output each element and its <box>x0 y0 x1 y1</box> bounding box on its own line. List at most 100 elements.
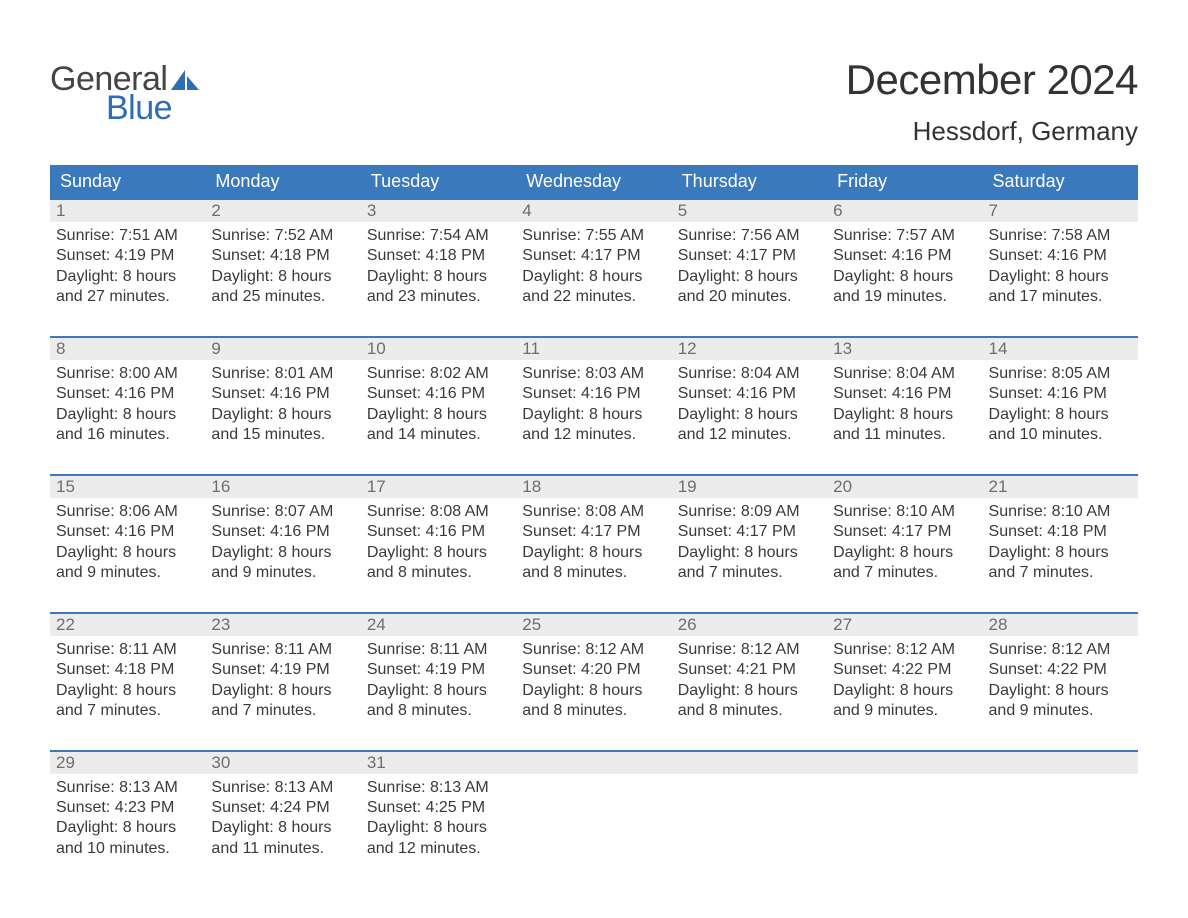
daylight-line-2: and 17 minutes. <box>989 287 1132 307</box>
sunrise-line: Sunrise: 8:12 AM <box>833 640 976 660</box>
day-cell <box>516 752 671 866</box>
sunrise-line: Sunrise: 8:10 AM <box>833 502 976 522</box>
day-cell: 21Sunrise: 8:10 AMSunset: 4:18 PMDayligh… <box>983 476 1138 590</box>
day-cell: 28Sunrise: 8:12 AMSunset: 4:22 PMDayligh… <box>983 614 1138 728</box>
day-number: 31 <box>361 752 516 774</box>
day-number <box>983 752 1138 774</box>
daylight-line-2: and 9 minutes. <box>989 701 1132 721</box>
day-number: 29 <box>50 752 205 774</box>
daylight-line-1: Daylight: 8 hours <box>367 267 510 287</box>
sunset-line: Sunset: 4:16 PM <box>522 384 665 404</box>
daylight-line-1: Daylight: 8 hours <box>833 405 976 425</box>
day-body: Sunrise: 8:13 AMSunset: 4:25 PMDaylight:… <box>361 774 516 866</box>
day-number: 17 <box>361 476 516 498</box>
day-cell: 27Sunrise: 8:12 AMSunset: 4:22 PMDayligh… <box>827 614 982 728</box>
sunset-line: Sunset: 4:19 PM <box>367 660 510 680</box>
weekday-header-row: SundayMondayTuesdayWednesdayThursdayFrid… <box>50 165 1138 198</box>
day-cell: 26Sunrise: 8:12 AMSunset: 4:21 PMDayligh… <box>672 614 827 728</box>
day-number: 1 <box>50 200 205 222</box>
daylight-line-1: Daylight: 8 hours <box>678 681 821 701</box>
daylight-line-2: and 8 minutes. <box>678 701 821 721</box>
day-body: Sunrise: 8:01 AMSunset: 4:16 PMDaylight:… <box>205 360 360 452</box>
day-body: Sunrise: 8:04 AMSunset: 4:16 PMDaylight:… <box>827 360 982 452</box>
sunrise-line: Sunrise: 8:04 AM <box>833 364 976 384</box>
sunset-line: Sunset: 4:19 PM <box>211 660 354 680</box>
daylight-line-2: and 19 minutes. <box>833 287 976 307</box>
daylight-line-1: Daylight: 8 hours <box>678 405 821 425</box>
daylight-line-1: Daylight: 8 hours <box>56 681 199 701</box>
day-cell: 29Sunrise: 8:13 AMSunset: 4:23 PMDayligh… <box>50 752 205 866</box>
day-body: Sunrise: 8:00 AMSunset: 4:16 PMDaylight:… <box>50 360 205 452</box>
daylight-line-2: and 7 minutes. <box>989 563 1132 583</box>
daylight-line-2: and 8 minutes. <box>367 701 510 721</box>
day-cell: 25Sunrise: 8:12 AMSunset: 4:20 PMDayligh… <box>516 614 671 728</box>
day-cell: 15Sunrise: 8:06 AMSunset: 4:16 PMDayligh… <box>50 476 205 590</box>
day-body: Sunrise: 7:55 AMSunset: 4:17 PMDaylight:… <box>516 222 671 314</box>
day-cell: 6Sunrise: 7:57 AMSunset: 4:16 PMDaylight… <box>827 200 982 314</box>
brand-logo: General Blue <box>50 50 199 128</box>
sunset-line: Sunset: 4:16 PM <box>833 246 976 266</box>
day-cell: 18Sunrise: 8:08 AMSunset: 4:17 PMDayligh… <box>516 476 671 590</box>
day-cell: 30Sunrise: 8:13 AMSunset: 4:24 PMDayligh… <box>205 752 360 866</box>
sunset-line: Sunset: 4:16 PM <box>678 384 821 404</box>
daylight-line-1: Daylight: 8 hours <box>211 405 354 425</box>
day-cell: 1Sunrise: 7:51 AMSunset: 4:19 PMDaylight… <box>50 200 205 314</box>
day-number: 24 <box>361 614 516 636</box>
day-number: 7 <box>983 200 1138 222</box>
sunrise-line: Sunrise: 8:08 AM <box>522 502 665 522</box>
day-number: 20 <box>827 476 982 498</box>
daylight-line-1: Daylight: 8 hours <box>833 543 976 563</box>
sunrise-line: Sunrise: 7:52 AM <box>211 226 354 246</box>
day-cell: 13Sunrise: 8:04 AMSunset: 4:16 PMDayligh… <box>827 338 982 452</box>
sunset-line: Sunset: 4:16 PM <box>989 384 1132 404</box>
day-body: Sunrise: 8:06 AMSunset: 4:16 PMDaylight:… <box>50 498 205 590</box>
day-body: Sunrise: 8:13 AMSunset: 4:23 PMDaylight:… <box>50 774 205 866</box>
day-cell: 19Sunrise: 8:09 AMSunset: 4:17 PMDayligh… <box>672 476 827 590</box>
sunset-line: Sunset: 4:16 PM <box>211 384 354 404</box>
day-number: 18 <box>516 476 671 498</box>
day-cell: 24Sunrise: 8:11 AMSunset: 4:19 PMDayligh… <box>361 614 516 728</box>
day-cell: 14Sunrise: 8:05 AMSunset: 4:16 PMDayligh… <box>983 338 1138 452</box>
sunrise-line: Sunrise: 8:05 AM <box>989 364 1132 384</box>
sunset-line: Sunset: 4:18 PM <box>989 522 1132 542</box>
day-body: Sunrise: 7:52 AMSunset: 4:18 PMDaylight:… <box>205 222 360 314</box>
sunset-line: Sunset: 4:16 PM <box>56 522 199 542</box>
sunset-line: Sunset: 4:19 PM <box>56 246 199 266</box>
daylight-line-2: and 12 minutes. <box>678 425 821 445</box>
calendar: SundayMondayTuesdayWednesdayThursdayFrid… <box>50 165 1138 865</box>
weekday-header: Sunday <box>50 165 205 198</box>
day-cell: 5Sunrise: 7:56 AMSunset: 4:17 PMDaylight… <box>672 200 827 314</box>
day-body: Sunrise: 8:11 AMSunset: 4:18 PMDaylight:… <box>50 636 205 728</box>
sunrise-line: Sunrise: 8:07 AM <box>211 502 354 522</box>
week-row: 22Sunrise: 8:11 AMSunset: 4:18 PMDayligh… <box>50 612 1138 728</box>
day-cell: 11Sunrise: 8:03 AMSunset: 4:16 PMDayligh… <box>516 338 671 452</box>
weekday-header: Wednesday <box>516 165 671 198</box>
sunrise-line: Sunrise: 8:10 AM <box>989 502 1132 522</box>
day-number: 4 <box>516 200 671 222</box>
day-cell: 22Sunrise: 8:11 AMSunset: 4:18 PMDayligh… <box>50 614 205 728</box>
day-cell <box>672 752 827 866</box>
daylight-line-1: Daylight: 8 hours <box>56 818 199 838</box>
day-cell: 9Sunrise: 8:01 AMSunset: 4:16 PMDaylight… <box>205 338 360 452</box>
sunset-line: Sunset: 4:21 PM <box>678 660 821 680</box>
sunset-line: Sunset: 4:16 PM <box>56 384 199 404</box>
sunrise-line: Sunrise: 8:06 AM <box>56 502 199 522</box>
day-cell: 23Sunrise: 8:11 AMSunset: 4:19 PMDayligh… <box>205 614 360 728</box>
day-body: Sunrise: 8:12 AMSunset: 4:22 PMDaylight:… <box>983 636 1138 728</box>
daylight-line-1: Daylight: 8 hours <box>367 543 510 563</box>
sunset-line: Sunset: 4:23 PM <box>56 798 199 818</box>
day-cell: 16Sunrise: 8:07 AMSunset: 4:16 PMDayligh… <box>205 476 360 590</box>
daylight-line-2: and 9 minutes. <box>211 563 354 583</box>
daylight-line-1: Daylight: 8 hours <box>367 405 510 425</box>
day-body: Sunrise: 7:57 AMSunset: 4:16 PMDaylight:… <box>827 222 982 314</box>
daylight-line-2: and 11 minutes. <box>211 839 354 859</box>
day-body: Sunrise: 8:05 AMSunset: 4:16 PMDaylight:… <box>983 360 1138 452</box>
daylight-line-2: and 12 minutes. <box>367 839 510 859</box>
sunset-line: Sunset: 4:20 PM <box>522 660 665 680</box>
month-title: December 2024 <box>846 56 1138 104</box>
weeks-container: 1Sunrise: 7:51 AMSunset: 4:19 PMDaylight… <box>50 198 1138 865</box>
day-cell: 10Sunrise: 8:02 AMSunset: 4:16 PMDayligh… <box>361 338 516 452</box>
weekday-header: Friday <box>827 165 982 198</box>
daylight-line-2: and 10 minutes. <box>56 839 199 859</box>
sunrise-line: Sunrise: 7:56 AM <box>678 226 821 246</box>
